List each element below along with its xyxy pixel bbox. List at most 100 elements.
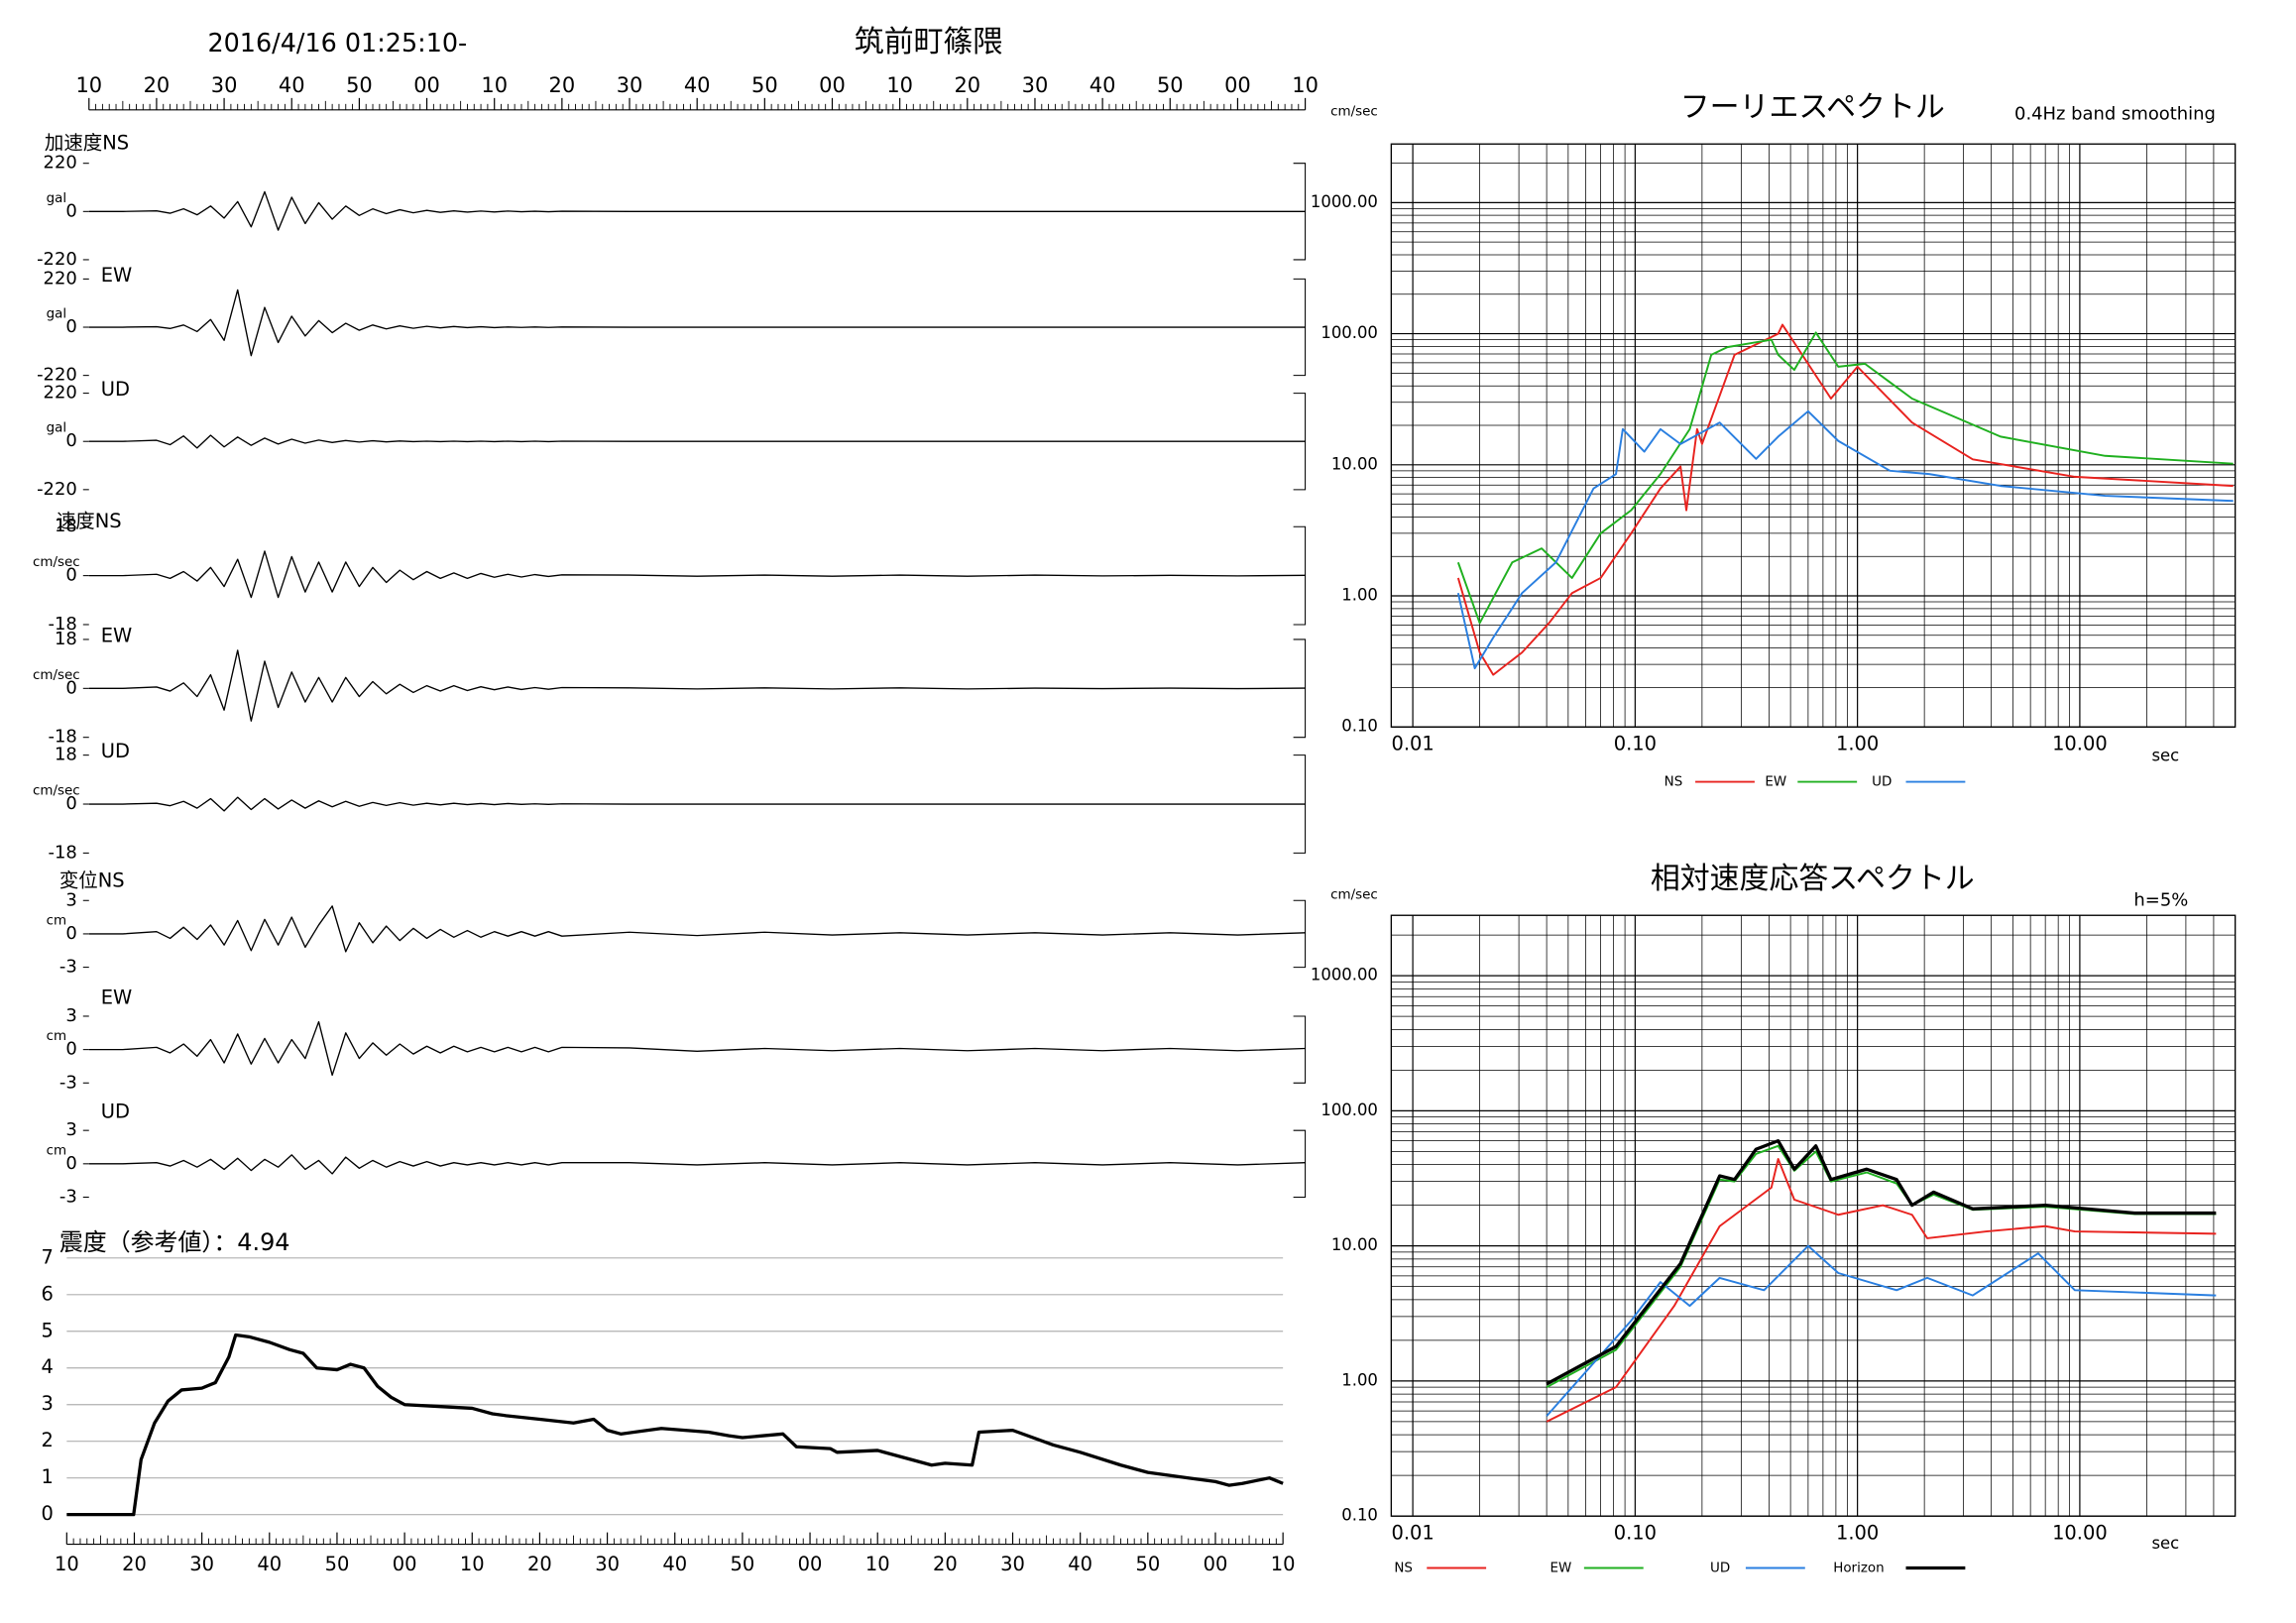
spectrum-line — [1456, 331, 2234, 625]
time-tick-label: 30 — [1022, 73, 1049, 97]
waveform-trace — [88, 1020, 1306, 1077]
spectrum-subtitle: h=5% — [2133, 889, 2188, 910]
time-tick-label: 20 — [933, 1553, 958, 1575]
x-tick-label: 1.00 — [1836, 733, 1879, 755]
y-tick-label: 1000.00 — [1311, 192, 1378, 211]
y-tick-label: 0 — [65, 200, 76, 221]
x-tick-label: 1.00 — [1836, 1522, 1879, 1545]
time-tick-label: 30 — [189, 1553, 214, 1575]
legend-label: NS — [1665, 775, 1683, 790]
x-tick-label: 0.01 — [1391, 1522, 1434, 1545]
legend-label: NS — [1394, 1562, 1413, 1576]
spectrum-line — [1546, 1158, 2217, 1423]
waveform-trace — [88, 796, 1306, 812]
spectrum-line — [1546, 1138, 2217, 1386]
y-tick-label: 6 — [41, 1282, 53, 1305]
spectrum-line — [1546, 1244, 2217, 1417]
time-tick-label: 40 — [662, 1553, 687, 1575]
x-tick-label: 0.10 — [1614, 1522, 1657, 1545]
y-tick-label: -3 — [59, 1186, 77, 1207]
y-tick-label: 10.00 — [1331, 1235, 1378, 1254]
panel-label: 加速度NS — [45, 132, 129, 155]
x-tick-label: 0.01 — [1391, 733, 1434, 755]
panel-frame — [1293, 1015, 1307, 1084]
panel-label: EW — [101, 264, 133, 287]
y-tick-label: 10.00 — [1331, 454, 1378, 473]
time-tick-label: 40 — [1068, 1553, 1092, 1575]
y-tick-label: 18 — [55, 629, 77, 649]
panel-unit: gal — [47, 191, 67, 206]
y-tick-label: -3 — [59, 957, 77, 978]
y-tick-label: -3 — [59, 1072, 77, 1093]
y-tick-label: 0 — [65, 1039, 76, 1060]
y-tick-label: -220 — [37, 365, 77, 386]
legend-label: EW — [1765, 775, 1786, 790]
y-tick-label: 3 — [65, 1119, 76, 1140]
waveform-trace — [88, 434, 1306, 449]
y-tick-label: 18 — [55, 516, 77, 536]
y-tick-label: 1000.00 — [1311, 966, 1378, 985]
panel-label: EW — [101, 624, 133, 646]
y-tick-label: -220 — [37, 479, 77, 500]
intensity-title: 震度（参考値）：4.94 — [59, 1228, 290, 1256]
y-tick-label: 0 — [65, 430, 76, 451]
panel-label: 変位NS — [59, 869, 125, 891]
time-tick-label: 20 — [122, 1553, 147, 1575]
time-tick-label: 50 — [731, 1553, 755, 1575]
time-tick-label: 40 — [257, 1553, 282, 1575]
time-tick-label: 10 — [1271, 1553, 1296, 1575]
y-tick-label: 1.00 — [1341, 586, 1378, 605]
time-tick-label: 50 — [751, 73, 778, 97]
y-tick-label: 0 — [65, 316, 76, 337]
legend-label: UD — [1710, 1562, 1730, 1576]
record-time: 2016/4/16 01:25:10- — [207, 28, 467, 58]
panel-frame — [1293, 1129, 1307, 1199]
time-tick-label: 30 — [1000, 1553, 1025, 1575]
y-tick-label: 3 — [65, 1005, 76, 1026]
y-axis-unit: cm/sec — [1330, 887, 1378, 902]
time-tick-label: 50 — [1157, 73, 1184, 97]
spectrum-line — [1456, 323, 2234, 676]
x-tick-label: 0.10 — [1614, 733, 1657, 755]
waveform-trace — [88, 550, 1306, 599]
x-tick-label: 10.00 — [2052, 733, 2108, 755]
time-tick-label: 10 — [481, 73, 508, 97]
panel-unit: gal — [47, 421, 67, 436]
y-tick-label: 0 — [65, 565, 76, 586]
legend-label: EW — [1550, 1562, 1571, 1576]
time-tick-label: 40 — [1090, 73, 1116, 97]
time-tick-label: 00 — [393, 1553, 417, 1575]
time-tick-label: 20 — [954, 73, 980, 97]
x-axis-unit: sec — [2151, 1534, 2179, 1553]
spectrum-title: 相対速度応答スペクトル — [1651, 862, 1975, 896]
y-tick-label: 1 — [41, 1465, 53, 1488]
panel-unit: cm/sec — [33, 555, 80, 570]
x-tick-label: 10.00 — [2052, 1522, 2108, 1545]
time-tick-label: 10 — [75, 73, 102, 97]
y-tick-label: 3 — [41, 1392, 53, 1415]
y-tick-label: 100.00 — [1320, 323, 1378, 342]
panel-unit: cm — [47, 1143, 67, 1158]
y-tick-label: 220 — [44, 153, 77, 174]
y-tick-label: 100.00 — [1320, 1101, 1378, 1119]
x-axis-unit: sec — [2151, 747, 2179, 765]
y-tick-label: -220 — [37, 249, 77, 270]
legend-label: Horizon — [1833, 1562, 1884, 1576]
panel-label: UD — [101, 1101, 130, 1123]
y-tick-label: -18 — [48, 842, 76, 863]
time-tick-label: 00 — [819, 73, 846, 97]
legend-label: UD — [1872, 775, 1892, 790]
y-tick-label: 1.00 — [1341, 1370, 1378, 1389]
waveform-trace — [88, 289, 1306, 357]
time-tick-label: 00 — [1204, 1553, 1228, 1575]
time-tick-label: 10 — [865, 1553, 890, 1575]
panel-unit: cm — [47, 913, 67, 928]
station-name: 筑前町篠隈 — [855, 25, 1003, 59]
y-tick-label: -18 — [48, 727, 76, 748]
panel-frame — [1293, 899, 1307, 969]
time-tick-label: 30 — [595, 1553, 620, 1575]
panel-label: 速度NS — [57, 510, 122, 532]
y-tick-label: 0 — [65, 677, 76, 698]
